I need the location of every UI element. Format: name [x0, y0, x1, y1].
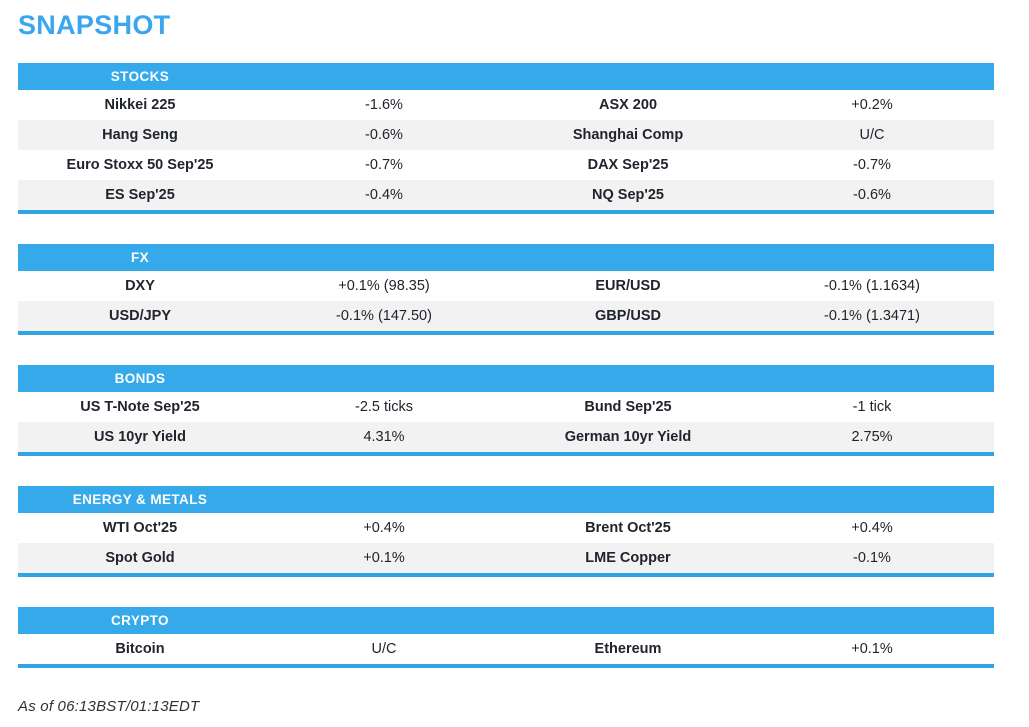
table-row: US 10yr Yield 4.31% German 10yr Yield 2.… — [18, 422, 994, 452]
section-header-label: FX — [130, 250, 150, 265]
instrument-change: -1 tick — [852, 399, 892, 415]
instrument-name: Euro Stoxx 50 Sep'25 — [66, 157, 214, 173]
section-header-bar: ENERGY & METALS — [18, 486, 994, 513]
instrument-change: +0.1% — [851, 641, 893, 657]
instrument-change: +0.2% — [851, 97, 893, 113]
instrument-change: -0.1% — [853, 550, 891, 566]
instrument-name: Ethereum — [594, 641, 662, 657]
table-row: ES Sep'25 -0.4% NQ Sep'25 -0.6% — [18, 180, 994, 210]
instrument-name: US T-Note Sep'25 — [80, 399, 200, 415]
section-stocks: STOCKS Nikkei 225 -1.6% ASX 200 +0.2% Ha… — [18, 63, 994, 214]
instrument-name: USD/JPY — [108, 308, 172, 324]
instrument-name: DAX Sep'25 — [587, 157, 669, 173]
instrument-name: EUR/USD — [595, 278, 661, 294]
instrument-name: GBP/USD — [594, 308, 662, 324]
instrument-name: DXY — [125, 278, 155, 294]
instrument-change: U/C — [371, 641, 397, 657]
instrument-change: -0.1% (1.1634) — [824, 278, 920, 294]
table-row: WTI Oct'25 +0.4% Brent Oct'25 +0.4% — [18, 513, 994, 543]
instrument-name: Hang Seng — [102, 127, 178, 143]
table-row: Euro Stoxx 50 Sep'25 -0.7% DAX Sep'25 -0… — [18, 150, 994, 180]
section-header-label: CRYPTO — [111, 613, 169, 628]
instrument-change: -0.1% (1.3471) — [824, 308, 920, 324]
instrument-name: NQ Sep'25 — [592, 187, 664, 203]
instrument-name: German 10yr Yield — [564, 429, 692, 445]
instrument-change: -0.1% (147.50) — [336, 308, 432, 324]
section-header-label: BONDS — [114, 371, 166, 386]
table-row: Nikkei 225 -1.6% ASX 200 +0.2% — [18, 90, 994, 120]
instrument-change: -0.4% — [365, 187, 403, 203]
section-header-bar: CRYPTO — [18, 607, 994, 634]
instrument-name: LME Copper — [585, 550, 671, 566]
instrument-change: +0.4% — [851, 520, 893, 536]
instrument-change: 4.31% — [363, 429, 405, 445]
instrument-change: U/C — [859, 127, 885, 143]
instrument-name: ASX 200 — [598, 97, 658, 113]
section-bonds: BONDS US T-Note Sep'25 -2.5 ticks Bund S… — [18, 365, 994, 456]
instrument-change: -2.5 ticks — [354, 399, 413, 415]
section-energy-metals: ENERGY & METALS WTI Oct'25 +0.4% Brent O… — [18, 486, 994, 577]
section-header-bar: BONDS — [18, 365, 994, 392]
timestamp-note: As of 06:13BST/01:13EDT — [18, 698, 200, 715]
instrument-change: +0.1% — [363, 550, 405, 566]
table-row: Spot Gold +0.1% LME Copper -0.1% — [18, 543, 994, 573]
instrument-change: -0.7% — [365, 157, 403, 173]
section-fx: FX DXY +0.1% (98.35) EUR/USD -0.1% (1.16… — [18, 244, 994, 335]
table-row: USD/JPY -0.1% (147.50) GBP/USD -0.1% (1.… — [18, 301, 994, 331]
instrument-change: -0.7% — [853, 157, 891, 173]
instrument-name: US 10yr Yield — [94, 429, 186, 445]
instrument-name: Bund Sep'25 — [584, 399, 672, 415]
instrument-name: Nikkei 225 — [104, 97, 176, 113]
instrument-name: Shanghai Comp — [572, 127, 684, 143]
instrument-name: Brent Oct'25 — [585, 520, 671, 536]
table-row: Bitcoin U/C Ethereum +0.1% — [18, 634, 994, 664]
page-title: SNAPSHOT — [18, 10, 171, 40]
instrument-change: -0.6% — [853, 187, 891, 203]
section-header-bar: FX — [18, 244, 994, 271]
instrument-change: +0.1% (98.35) — [338, 278, 430, 294]
instrument-name: WTI Oct'25 — [102, 520, 178, 536]
section-header-bar: STOCKS — [18, 63, 994, 90]
instrument-change: -0.6% — [365, 127, 403, 143]
instrument-name: Bitcoin — [115, 641, 165, 657]
instrument-change: +0.4% — [363, 520, 405, 536]
section-header-label: STOCKS — [110, 69, 170, 84]
instrument-change: -1.6% — [365, 97, 403, 113]
section-crypto: CRYPTO Bitcoin U/C Ethereum +0.1% — [18, 607, 994, 668]
table-row: Hang Seng -0.6% Shanghai Comp U/C — [18, 120, 994, 150]
instrument-change: 2.75% — [851, 429, 893, 445]
instrument-name: Spot Gold — [105, 550, 175, 566]
table-row: DXY +0.1% (98.35) EUR/USD -0.1% (1.1634) — [18, 271, 994, 301]
section-header-label: ENERGY & METALS — [72, 492, 208, 507]
instrument-name: ES Sep'25 — [105, 187, 175, 203]
table-row: US T-Note Sep'25 -2.5 ticks Bund Sep'25 … — [18, 392, 994, 422]
